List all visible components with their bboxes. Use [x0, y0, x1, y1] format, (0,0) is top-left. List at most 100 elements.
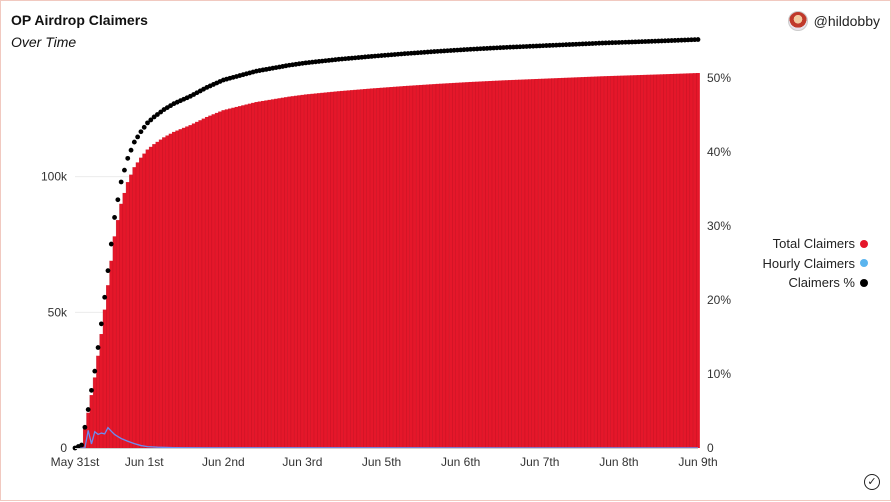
bar-total-claimers	[377, 88, 381, 448]
point-claimers-percent	[112, 215, 117, 220]
point-claimers-percent	[135, 135, 140, 140]
bar-total-claimers	[686, 73, 690, 448]
bar-total-claimers	[594, 77, 598, 448]
bar-total-claimers	[601, 76, 605, 448]
bar-total-claimers	[443, 83, 447, 448]
bar-total-claimers	[271, 99, 275, 448]
bar-total-claimers	[462, 82, 466, 448]
bar-total-claimers	[120, 204, 124, 448]
bar-total-claimers	[489, 81, 493, 448]
bar-total-claimers	[476, 82, 480, 448]
bar-total-claimers	[459, 83, 463, 448]
bar-total-claimers	[202, 119, 206, 448]
bar-total-claimers	[373, 88, 377, 448]
x-tick-label: Jun 7th	[520, 455, 559, 469]
bar-total-claimers	[512, 80, 516, 448]
bar-total-claimers	[551, 78, 555, 448]
bar-total-claimers	[370, 88, 374, 448]
bar-total-claimers	[330, 92, 334, 448]
y2-tick-label: 10%	[707, 367, 731, 381]
legend-item-total-claimers[interactable]: Total Claimers	[763, 234, 868, 254]
bar-total-claimers	[100, 334, 104, 448]
bar-total-claimers	[406, 86, 410, 448]
x-tick-label: Jun 1st	[125, 455, 164, 469]
bar-total-claimers	[525, 79, 529, 448]
bar-total-claimers	[479, 81, 483, 448]
bar-total-claimers	[182, 128, 186, 448]
bar-total-claimers	[578, 77, 582, 448]
bar-total-claimers	[225, 109, 229, 448]
bar-total-claimers	[574, 77, 578, 448]
x-tick-label: Jun 2nd	[202, 455, 245, 469]
point-claimers-percent	[79, 443, 84, 448]
bar-total-claimers	[396, 87, 400, 448]
bar-total-claimers	[482, 81, 486, 448]
bar-total-claimers	[311, 94, 315, 448]
bar-total-claimers	[245, 104, 249, 448]
x-tick-label: Jun 9th	[678, 455, 717, 469]
bar-total-claimers	[485, 81, 489, 448]
legend-label-total-claimers: Total Claimers	[773, 236, 855, 251]
point-claimers-percent	[132, 140, 137, 145]
y-tick-label: 0	[60, 441, 67, 455]
bar-total-claimers	[222, 110, 226, 448]
bar-total-claimers	[538, 79, 542, 448]
bar-total-claimers	[294, 96, 298, 448]
point-claimers-percent	[696, 37, 701, 42]
bar-total-claimers	[683, 74, 687, 449]
bar-total-claimers	[152, 144, 156, 448]
bar-total-claimers	[274, 99, 278, 448]
bar-total-claimers	[360, 89, 364, 448]
bar-total-claimers	[367, 89, 371, 448]
bar-total-claimers	[179, 129, 183, 448]
bar-total-claimers	[218, 112, 222, 448]
bar-total-claimers	[139, 158, 143, 448]
bar-total-claimers	[291, 96, 295, 448]
bar-total-claimers	[281, 98, 285, 448]
bar-total-claimers	[129, 175, 133, 448]
bar-total-claimers	[492, 81, 496, 448]
bar-total-claimers	[499, 81, 503, 448]
bar-total-claimers	[390, 87, 394, 448]
bar-total-claimers	[156, 142, 160, 448]
legend: Total Claimers Hourly Claimers Claimers …	[763, 234, 868, 293]
bar-total-claimers	[172, 132, 176, 448]
bar-total-claimers	[136, 162, 140, 448]
point-claimers-percent	[92, 369, 97, 374]
bar-total-claimers	[403, 86, 407, 448]
bar-total-claimers	[624, 76, 628, 448]
bar-total-claimers	[317, 93, 321, 448]
bar-total-claimers	[301, 95, 305, 448]
bar-total-claimers	[604, 76, 608, 448]
check-circle-icon[interactable]: ✓	[864, 474, 880, 490]
legend-item-claimers-percent[interactable]: Claimers %	[763, 273, 868, 293]
bar-total-claimers	[238, 106, 242, 448]
x-axis: May 31st Jun 1st Jun 2nd Jun 3rd Jun 5th Jun …	[51, 449, 718, 470]
bar-total-claimers	[327, 92, 331, 448]
bar-total-claimers	[607, 76, 611, 448]
bar-total-claimers	[637, 75, 641, 448]
point-claimers-percent	[89, 388, 94, 393]
bar-total-claimers	[667, 74, 671, 448]
bar-total-claimers	[383, 88, 387, 448]
bar-total-claimers	[426, 85, 430, 448]
legend-dot-hourly-claimers	[860, 259, 868, 267]
bar-total-claimers	[644, 75, 648, 448]
bar-total-claimers	[446, 83, 450, 448]
bar-total-claimers	[176, 131, 180, 448]
y2-tick-label: 30%	[707, 219, 731, 233]
bar-total-claimers	[693, 73, 697, 448]
bar-total-claimers	[627, 75, 631, 448]
point-claimers-percent	[129, 148, 134, 153]
bar-total-claimers	[149, 147, 153, 448]
point-claimers-percent	[115, 197, 120, 202]
bar-total-claimers	[162, 137, 166, 448]
legend-item-hourly-claimers[interactable]: Hourly Claimers	[763, 254, 868, 274]
bar-total-claimers	[265, 100, 269, 448]
bar-total-claimers	[337, 91, 341, 448]
bar-total-claimers	[673, 74, 677, 448]
bar-total-claimers	[185, 126, 189, 448]
bar-total-claimers	[228, 109, 232, 448]
bar-total-claimers	[680, 74, 684, 448]
